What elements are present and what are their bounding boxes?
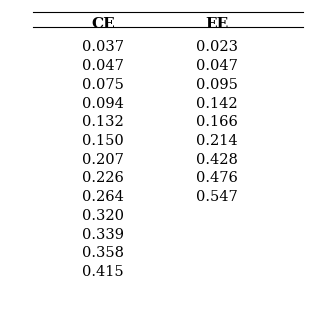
Text: 0.075: 0.075: [82, 78, 124, 92]
Text: 0.214: 0.214: [196, 134, 238, 148]
Text: 0.428: 0.428: [196, 153, 238, 167]
Text: 0.226: 0.226: [82, 172, 124, 185]
Text: 0.476: 0.476: [196, 172, 238, 185]
Text: 0.415: 0.415: [82, 265, 124, 279]
Text: CE: CE: [91, 17, 115, 31]
Text: 0.150: 0.150: [82, 134, 124, 148]
Text: 0.339: 0.339: [82, 228, 124, 242]
Text: 0.023: 0.023: [196, 40, 238, 54]
Text: 0.547: 0.547: [196, 190, 238, 204]
Text: 0.264: 0.264: [82, 190, 124, 204]
Text: 0.358: 0.358: [82, 246, 124, 260]
Text: 0.047: 0.047: [82, 59, 124, 73]
Text: 0.095: 0.095: [196, 78, 238, 92]
Text: 0.142: 0.142: [196, 97, 238, 110]
Text: 0.047: 0.047: [196, 59, 238, 73]
Text: 0.037: 0.037: [82, 40, 124, 54]
Text: 0.132: 0.132: [82, 115, 124, 129]
Text: EE: EE: [205, 17, 229, 31]
Text: 0.207: 0.207: [82, 153, 124, 167]
Text: 0.166: 0.166: [196, 115, 238, 129]
Text: 0.094: 0.094: [82, 97, 124, 110]
Text: 0.320: 0.320: [82, 209, 124, 223]
